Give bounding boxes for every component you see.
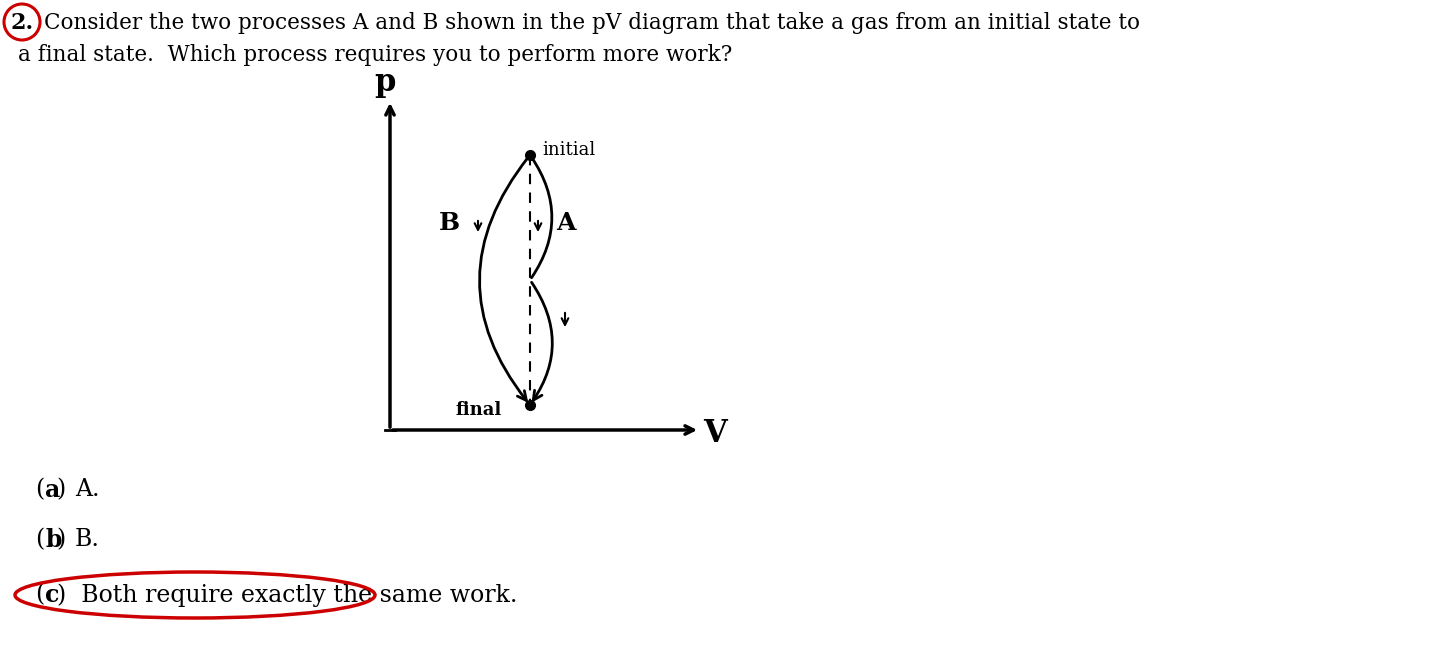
Text: A.: A. (75, 478, 99, 501)
Text: p: p (374, 67, 395, 98)
Text: final: final (454, 401, 502, 419)
Text: b: b (45, 528, 62, 552)
Text: ): ) (58, 478, 73, 501)
Text: ): ) (58, 529, 73, 552)
Text: (: ( (35, 583, 45, 606)
Text: 2.: 2. (10, 12, 33, 34)
FancyArrowPatch shape (532, 158, 552, 277)
Text: (: ( (35, 478, 45, 501)
Text: B.: B. (75, 529, 101, 552)
Text: c: c (45, 583, 59, 607)
Text: B: B (439, 211, 460, 235)
Text: A: A (557, 211, 575, 235)
Text: V: V (703, 418, 726, 449)
Text: a final state.  Which process requires you to perform more work?: a final state. Which process requires yo… (19, 44, 732, 66)
Text: Consider the two processes A and B shown in the pV diagram that take a gas from : Consider the two processes A and B shown… (45, 12, 1140, 34)
Text: initial: initial (542, 141, 595, 159)
Text: (: ( (35, 529, 45, 552)
FancyArrowPatch shape (532, 282, 552, 400)
Text: a: a (45, 478, 60, 502)
Text: )  Both require exactly the same work.: ) Both require exactly the same work. (58, 583, 518, 607)
FancyArrowPatch shape (479, 158, 528, 401)
